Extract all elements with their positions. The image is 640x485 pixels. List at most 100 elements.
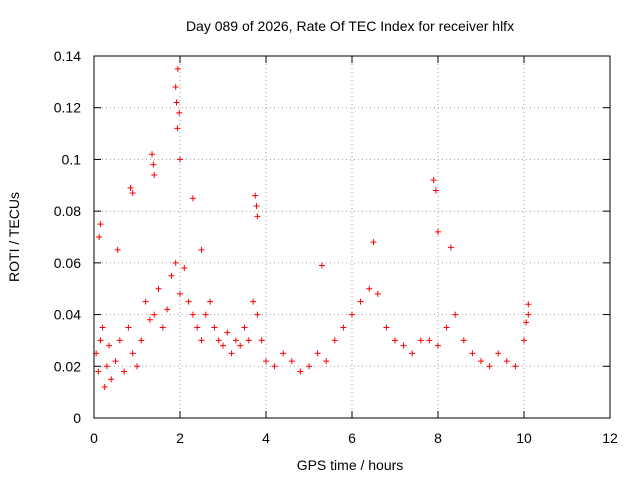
data-point [103, 363, 110, 370]
data-point [174, 65, 181, 72]
data-point [409, 350, 416, 357]
data-point [452, 311, 459, 318]
data-point [220, 342, 226, 349]
data-point [150, 161, 157, 168]
data-point [253, 202, 260, 209]
data-point [263, 358, 269, 365]
data-point [349, 311, 355, 318]
data-point [189, 195, 196, 202]
data-point [121, 368, 128, 375]
data-point [306, 363, 312, 370]
data-point [392, 337, 398, 344]
data-point [142, 298, 149, 305]
data-point [177, 290, 183, 297]
data-point [114, 246, 121, 253]
chart-title: Day 089 of 2026, Rate Of TEC Index for r… [186, 18, 514, 34]
grid-lines [94, 56, 610, 418]
y-axis-label: ROTI / TECUs [6, 192, 22, 282]
y-tick-label: 0.12 [54, 100, 81, 116]
y-tick-label: 0.1 [62, 151, 82, 167]
data-point [314, 350, 321, 357]
data-points [93, 65, 532, 390]
data-point [159, 324, 166, 331]
x-tick-label: 0 [90, 430, 98, 446]
data-point [112, 358, 119, 365]
data-point [106, 342, 113, 349]
data-point [168, 272, 175, 279]
axis-ticks [93, 55, 611, 419]
data-point [435, 342, 441, 349]
data-point [495, 350, 502, 357]
x-tick-labels: 0 2 4 6 8 10 12 [90, 430, 618, 446]
data-point [523, 319, 530, 326]
data-point [177, 156, 183, 163]
data-point [151, 171, 158, 178]
y-tick-label: 0.14 [54, 48, 81, 64]
data-point [288, 358, 295, 365]
data-point [228, 350, 235, 357]
y-tick-label: 0.06 [54, 255, 81, 271]
data-point [460, 337, 467, 344]
data-point [97, 221, 104, 228]
y-tick-label: 0 [73, 410, 81, 426]
data-point [297, 368, 304, 375]
data-point [374, 290, 381, 297]
data-point [237, 342, 244, 349]
data-point [331, 337, 338, 344]
data-point [127, 184, 134, 191]
x-tick-label: 6 [348, 430, 356, 446]
data-point [101, 383, 108, 390]
data-point [155, 285, 162, 292]
data-point [432, 187, 439, 194]
data-point [202, 311, 209, 318]
data-point [194, 324, 201, 331]
data-point [254, 311, 261, 318]
y-tick-label: 0.02 [54, 358, 81, 374]
data-point [443, 324, 450, 331]
data-point [486, 363, 493, 370]
data-point [426, 337, 433, 344]
x-tick-label: 8 [434, 430, 442, 446]
data-point [172, 259, 179, 266]
data-point [232, 337, 239, 344]
data-point [512, 363, 519, 370]
x-tick-label: 4 [262, 430, 270, 446]
data-point [323, 358, 330, 365]
data-point [96, 234, 103, 240]
data-point [173, 99, 180, 106]
data-point [245, 337, 252, 344]
data-point [340, 324, 347, 331]
data-point [224, 329, 231, 336]
data-point [525, 311, 532, 318]
data-point [521, 337, 527, 344]
data-point [503, 358, 510, 365]
data-point [478, 358, 484, 365]
y-tick-label: 0.04 [54, 307, 81, 323]
data-point [207, 298, 214, 305]
data-point [116, 337, 123, 344]
data-point [280, 350, 287, 357]
data-point [129, 350, 136, 357]
data-point [366, 285, 373, 292]
data-point [254, 213, 261, 220]
data-point [258, 337, 265, 344]
data-point [129, 190, 136, 197]
data-point [164, 306, 171, 313]
data-point [134, 363, 140, 370]
x-tick-label: 12 [602, 430, 618, 446]
data-point [430, 177, 437, 184]
data-point [181, 265, 188, 272]
data-point [417, 337, 424, 344]
y-tick-labels: 0 0.02 0.04 0.06 0.08 0.1 0.12 0.14 [54, 48, 81, 426]
data-point [400, 342, 407, 349]
y-tick-label: 0.08 [54, 203, 81, 219]
data-point [215, 337, 222, 344]
data-point [318, 262, 325, 269]
data-point [383, 324, 390, 331]
data-point [370, 239, 377, 246]
data-point [138, 337, 145, 344]
data-point [174, 125, 181, 132]
data-point [172, 84, 179, 91]
